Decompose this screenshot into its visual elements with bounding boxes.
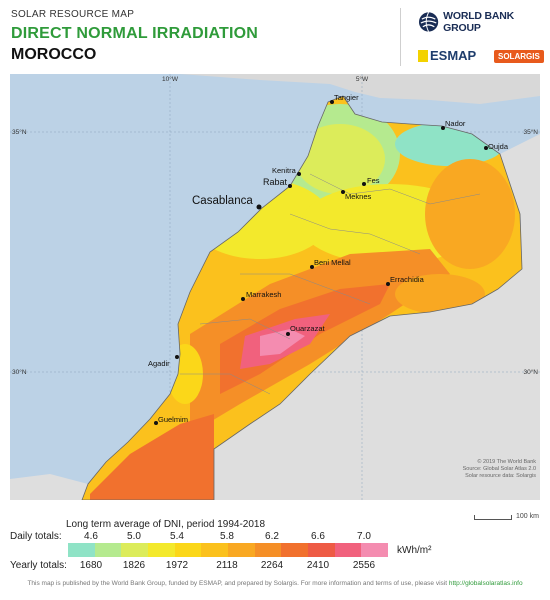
daily-totals-label: Daily totals: <box>10 531 62 542</box>
legend-swatch <box>281 543 309 557</box>
legend-swatch <box>174 543 202 557</box>
dni-map: 10°W 5°W 35°N 35°N 30°N 30°N Tangier Nad… <box>10 74 540 500</box>
city-label-errachidia: Errachidia <box>390 275 425 284</box>
credit-line-2: Source: Global Solar Atlas 2.0 <box>462 466 536 472</box>
header: SOLAR RESOURCE MAP DIRECT NORMAL IRRADIA… <box>0 0 550 72</box>
city-markers <box>154 100 488 425</box>
scale-bar-label: 100 km <box>516 513 539 520</box>
daily-tick-2: 5.0 <box>127 531 141 542</box>
city-label-tangier: Tangier <box>334 93 359 102</box>
legend-swatch <box>121 543 149 557</box>
city-label-rabat: Rabat <box>263 177 288 187</box>
region-boundaries <box>180 173 481 395</box>
yearly-tick-1: 1680 <box>79 560 103 571</box>
footer-text: This map is published by the World Bank … <box>27 580 448 587</box>
globe-icon <box>418 12 439 32</box>
footer-link[interactable]: http://globalsolaratlas.info <box>448 580 523 587</box>
lon-label-5w: 5°W <box>356 75 369 83</box>
lat-label-35n-right: 35°N <box>523 128 538 136</box>
legend-swatch <box>148 543 175 557</box>
map-type-label: SOLAR RESOURCE MAP <box>11 9 135 20</box>
spain-land <box>180 74 540 104</box>
lat-label-30n-right: 30°N <box>523 368 538 376</box>
daily-tick-3: 5.4 <box>170 531 184 542</box>
map-title: DIRECT NORMAL IRRADIATION <box>11 25 259 42</box>
header-divider <box>400 8 401 66</box>
city-label-casablanca: Casablanca <box>192 195 253 207</box>
esmap-text: ESMAP <box>430 48 477 63</box>
city-label-nador: Nador <box>445 119 466 128</box>
credit-line-3: Solar resource data: Solargis <box>465 473 536 479</box>
legend-swatch <box>254 543 282 557</box>
yearly-tick-6: 2410 <box>306 560 330 571</box>
legend-swatch <box>308 543 335 557</box>
country-border <box>81 95 523 500</box>
scale-bar-graphic <box>474 515 512 520</box>
legend-swatch <box>201 543 229 557</box>
lat-label-35n-left: 35°N <box>12 128 27 136</box>
lat-label-30n-left: 30°N <box>12 368 27 376</box>
city-label-meknes: Meknes <box>345 192 372 201</box>
city-label-agadir: Agadir <box>148 359 170 368</box>
daily-tick-5: 6.2 <box>265 531 279 542</box>
esmap-logo: ESMAP <box>418 48 476 63</box>
lon-label-10w: 10°W <box>162 75 179 83</box>
city-label-guelmim: Guelmim <box>158 415 188 424</box>
footer: This map is published by the World Bank … <box>0 580 550 587</box>
legend-title: Long term average of DNI, period 1994-20… <box>66 519 266 530</box>
city-labels: Tangier Nador Oujda Kenitra Rabat Fes Me… <box>148 93 509 424</box>
daily-tick-4: 5.8 <box>220 531 234 542</box>
daily-tick-7: 7.0 <box>357 531 371 542</box>
legend-unit: kWh/m² <box>397 545 432 556</box>
daily-tick-1: 4.6 <box>84 531 98 542</box>
legend-swatch <box>68 543 95 557</box>
yearly-tick-3: 1972 <box>165 560 189 571</box>
southern-land <box>10 474 88 500</box>
city-label-fes: Fes <box>367 176 380 185</box>
city-label-beni-mellal: Beni Mellal <box>314 258 351 267</box>
yearly-tick-2: 1826 <box>122 560 146 571</box>
country-name: MOROCCO <box>11 46 97 63</box>
credit-line-1: © 2019 The World Bank <box>477 459 536 465</box>
city-label-kenitra: Kenitra <box>272 166 297 175</box>
yearly-totals-label: Yearly totals: <box>10 560 67 571</box>
city-label-marrakesh: Marrakesh <box>246 290 281 299</box>
city-label-ouarzazat: Ouarzazat <box>290 324 326 333</box>
yearly-tick-5: 2264 <box>260 560 284 571</box>
legend-swatch <box>334 543 362 557</box>
legend-swatch <box>361 543 389 557</box>
yearly-tick-7: 2556 <box>352 560 376 571</box>
map-credits: © 2019 The World Bank Source: Global Sol… <box>463 459 536 480</box>
legend-swatch <box>94 543 122 557</box>
legend-color-bar <box>68 543 389 557</box>
yearly-tick-4: 2118 <box>216 560 238 571</box>
esmap-mark <box>418 49 428 62</box>
daily-tick-6: 6.6 <box>311 531 325 542</box>
legend-swatch <box>228 543 255 557</box>
world-bank-text: WORLD BANK GROUP <box>443 10 515 34</box>
world-bank-logo: WORLD BANK GROUP <box>418 10 550 34</box>
city-label-oujda: Oujda <box>488 142 509 151</box>
solargis-logo: SOLARGIS <box>494 50 544 63</box>
neighbor-land <box>214 134 540 500</box>
